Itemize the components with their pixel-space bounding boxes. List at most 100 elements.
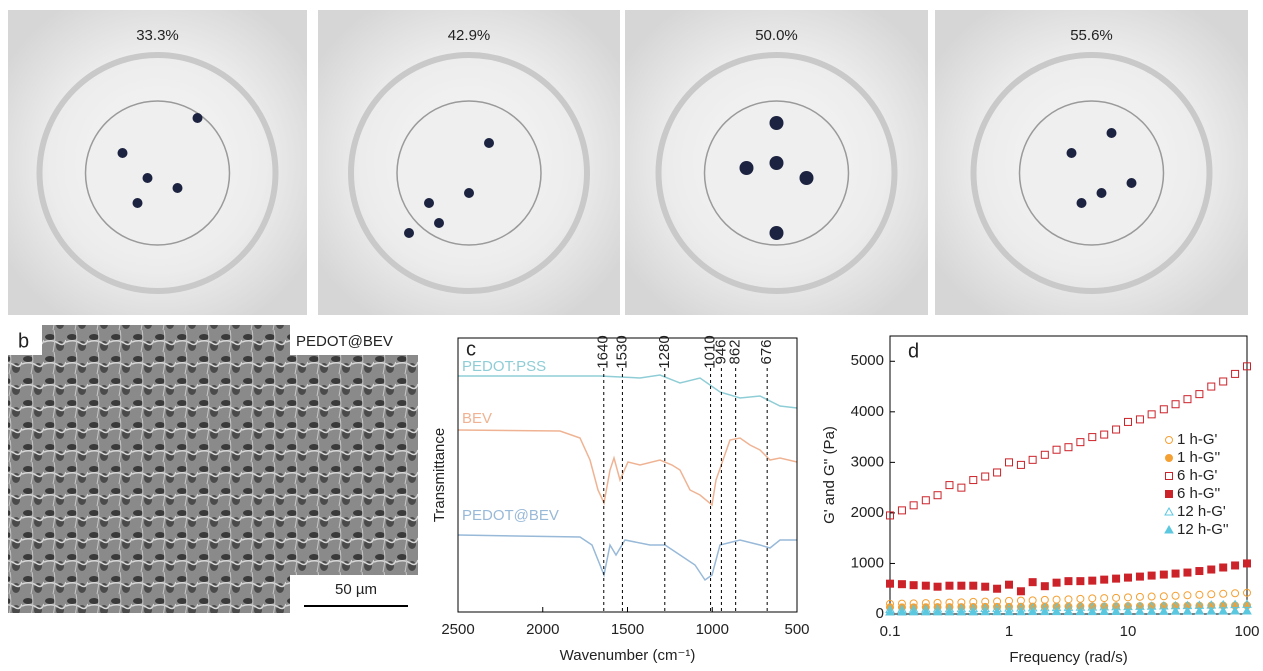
- point: [909, 501, 918, 510]
- point: [1171, 569, 1180, 578]
- point: [1076, 577, 1085, 586]
- gel-particle: [192, 113, 203, 123]
- point: [993, 468, 1002, 477]
- y-axis-label: G' and G'' (Pa): [821, 426, 838, 524]
- point: [968, 606, 979, 616]
- peak-label: 1010: [702, 335, 719, 368]
- label-bg: [290, 325, 418, 355]
- point: [969, 581, 978, 590]
- point: [1100, 430, 1109, 439]
- point: [1230, 606, 1240, 615]
- x-axis-label: Wavenumber (cm⁻¹): [560, 647, 696, 664]
- point: [886, 579, 894, 588]
- point: [1231, 561, 1240, 570]
- spectrum-curve: [457, 429, 798, 507]
- x-tick-label: 2500: [441, 621, 474, 638]
- point: [1100, 575, 1109, 584]
- point: [1171, 400, 1180, 409]
- y-axis-label: Transmittance: [431, 428, 448, 522]
- x-tick-label: 1500: [611, 621, 644, 638]
- point: [956, 606, 967, 616]
- point: [1099, 606, 1110, 616]
- point: [1219, 589, 1228, 598]
- point: [1112, 425, 1121, 434]
- legend-label: 1 h-G': [1177, 431, 1218, 448]
- gel-particle: [799, 171, 814, 185]
- point: [1005, 458, 1013, 467]
- spectrum-curve: [457, 534, 797, 582]
- x-tick-label: 1: [1005, 623, 1013, 640]
- point: [1040, 450, 1049, 459]
- dish-rim: [655, 52, 898, 294]
- ratio-label: 50.0%: [755, 27, 798, 44]
- point: [1064, 595, 1073, 604]
- point: [1135, 592, 1144, 601]
- point: [1004, 606, 1014, 616]
- point: [1231, 589, 1240, 598]
- point: [1219, 377, 1228, 386]
- point: [1064, 577, 1073, 586]
- legend-label: 6 h-G': [1177, 467, 1218, 484]
- point: [1100, 594, 1109, 603]
- legend-marker: [1164, 506, 1174, 516]
- point: [1112, 574, 1121, 583]
- gel-particle: [117, 148, 128, 158]
- gel-particle: [1126, 178, 1137, 188]
- peak-label: 946: [712, 339, 729, 364]
- dish: [1018, 100, 1165, 246]
- point: [1219, 563, 1228, 572]
- point: [1028, 578, 1037, 587]
- sample-label: PEDOT@BEV: [296, 333, 393, 350]
- point: [1016, 460, 1025, 469]
- legend-label: 6 h-G'': [1177, 485, 1220, 502]
- x-tick-label: 500: [784, 621, 809, 638]
- legend-marker: [1165, 490, 1173, 498]
- spectrum-curve: [458, 374, 798, 409]
- gel-particle: [1066, 148, 1077, 158]
- sem-image: [8, 325, 418, 613]
- point: [1231, 369, 1240, 378]
- point: [1112, 593, 1121, 602]
- point: [1183, 591, 1192, 600]
- point: [1170, 606, 1181, 615]
- x-tick-label: 2000: [526, 621, 559, 638]
- legend-label: 12 h-G': [1177, 503, 1226, 520]
- point: [1016, 606, 1026, 616]
- peak-label: 676: [758, 339, 775, 364]
- panel-letter: b: [18, 330, 29, 352]
- point: [993, 584, 1002, 593]
- gel-particle: [464, 188, 474, 198]
- gel-particle: [484, 138, 494, 148]
- legend-marker: [1165, 472, 1173, 480]
- legend-marker: [1164, 524, 1174, 534]
- point: [1146, 606, 1157, 615]
- gel-particle: [739, 161, 754, 175]
- point: [957, 581, 966, 590]
- point: [1051, 606, 1062, 616]
- series-label: PEDOT@BEV: [462, 507, 559, 524]
- point: [1005, 580, 1013, 589]
- point: [1123, 606, 1133, 615]
- point: [1088, 433, 1097, 442]
- point: [1039, 606, 1050, 616]
- point: [1124, 573, 1132, 582]
- point: [981, 472, 990, 481]
- point: [1064, 443, 1073, 452]
- point: [1183, 568, 1192, 577]
- point: [945, 581, 954, 590]
- gel-particle: [769, 226, 784, 240]
- point: [1147, 571, 1156, 580]
- x-tick-label: 100: [1234, 623, 1259, 640]
- point: [957, 483, 966, 492]
- gel-particle: [1096, 188, 1107, 198]
- point: [1028, 455, 1037, 464]
- x-tick-label: 1000: [696, 621, 729, 638]
- gel-particle: [132, 198, 143, 208]
- point: [921, 496, 930, 505]
- dish-rim: [970, 52, 1213, 294]
- point: [1158, 606, 1169, 615]
- point: [885, 606, 895, 616]
- point: [1218, 606, 1229, 615]
- scale-label: 50 µm: [335, 581, 377, 598]
